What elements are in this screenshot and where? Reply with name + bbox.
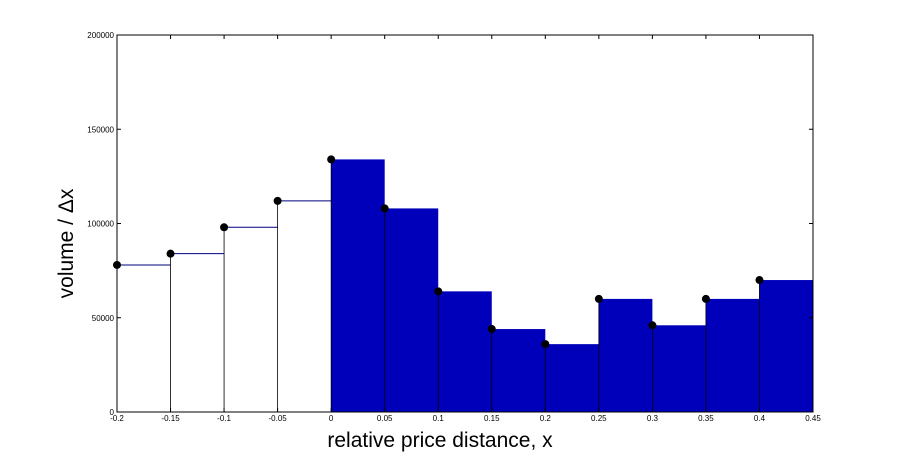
y-tick-label-4: 200000 xyxy=(87,31,114,40)
bar-outline-2 xyxy=(224,227,278,412)
data-point-5 xyxy=(380,204,389,213)
bar-outline-3 xyxy=(278,201,332,412)
data-point-8 xyxy=(541,340,550,349)
data-point-3 xyxy=(273,196,282,205)
data-point-11 xyxy=(701,294,710,303)
y-tick-label-1: 50000 xyxy=(92,314,115,323)
x-tick-label-8: 0.2 xyxy=(540,414,552,423)
points-layer xyxy=(113,155,764,349)
bar-filled-5 xyxy=(598,298,653,412)
x-tick-label-6: 0.1 xyxy=(433,414,445,423)
x-tick-label-10: 0.3 xyxy=(647,414,659,423)
x-tick-label-11: 0.35 xyxy=(698,414,714,423)
x-tick-label-4: 0 xyxy=(329,414,334,423)
y-tick-label-0: 0 xyxy=(110,408,115,417)
data-point-9 xyxy=(594,294,603,303)
bar-outline-1 xyxy=(171,254,225,412)
bar-filled-0 xyxy=(331,159,385,412)
bar-filled-1 xyxy=(384,208,439,412)
bars-layer xyxy=(116,159,813,412)
x-tick-label-13: 0.45 xyxy=(805,414,821,423)
x-tick-label-1: -0.15 xyxy=(161,414,180,423)
x-tick-label-7: 0.15 xyxy=(484,414,500,423)
data-point-12 xyxy=(755,276,764,285)
y-tick-label-3: 150000 xyxy=(87,125,114,134)
bar-filled-8 xyxy=(759,280,813,412)
x-tick-label-0: -0.2 xyxy=(110,414,124,423)
bar-outline-0 xyxy=(117,265,171,412)
x-tick-label-12: 0.4 xyxy=(754,414,766,423)
data-point-10 xyxy=(648,321,657,330)
bar-filled-2 xyxy=(438,291,492,412)
x-tick-label-9: 0.25 xyxy=(591,414,607,423)
data-point-1 xyxy=(166,249,175,258)
x-tick-label-5: 0.05 xyxy=(377,414,393,423)
ticks-layer: -0.2 -0.15 -0.1 -0.05 0 0.05 0.1 0.15 0.2 0.25 0.3… xyxy=(87,31,821,423)
bar-filled-6 xyxy=(652,325,706,412)
x-tick-label-2: -0.1 xyxy=(217,414,231,423)
x-tick-label-3: -0.05 xyxy=(268,414,287,423)
data-point-6 xyxy=(434,287,443,296)
bar-filled-3 xyxy=(491,329,546,412)
bar-filled-4 xyxy=(545,344,599,412)
data-point-2 xyxy=(220,223,229,232)
data-point-4 xyxy=(327,155,336,164)
y-axis-title: volume / Δx xyxy=(55,188,78,298)
x-axis-title: relative price distance, x xyxy=(327,429,553,452)
data-point-7 xyxy=(487,325,496,334)
y-tick-label-2: 100000 xyxy=(87,220,114,229)
bar-filled-7 xyxy=(705,298,760,412)
